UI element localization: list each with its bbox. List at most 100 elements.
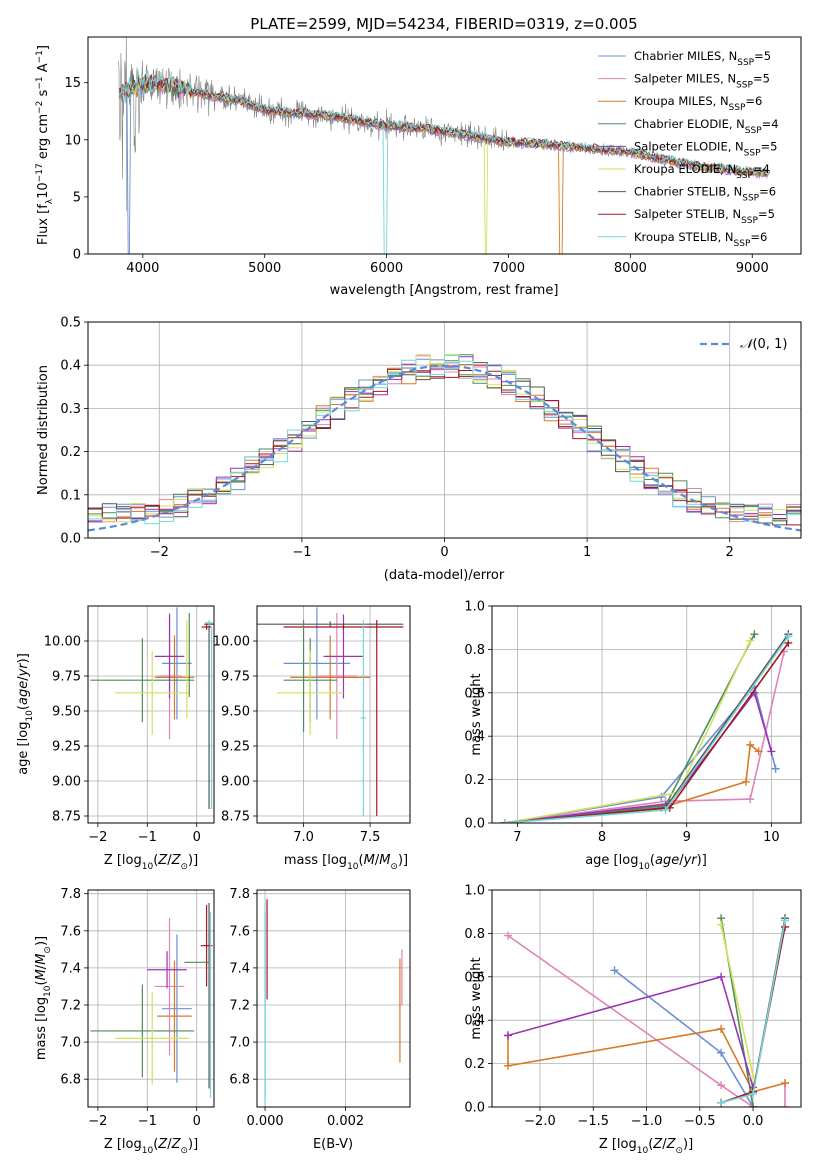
gridlines bbox=[257, 606, 410, 823]
error-bar-point bbox=[276, 650, 344, 735]
y-tick-label: 7.6 bbox=[229, 924, 250, 939]
y-tick-label: 9.25 bbox=[52, 740, 81, 755]
y-tick-label: 9.75 bbox=[52, 670, 81, 685]
panel-residuals: −2 −1 0 1 2 0.0 0.1 0.2 0.3 0.4 0.5 bbox=[60, 316, 802, 560]
weight-marker bbox=[767, 747, 776, 756]
x-tick-label: −1 bbox=[292, 545, 311, 560]
y-tick-label: 10 bbox=[64, 133, 81, 148]
z-mass-ylabel: mass [log10(M/M⊙)] bbox=[34, 936, 53, 1060]
weight-line bbox=[507, 975, 754, 1088]
y-tick-label: 7.8 bbox=[60, 887, 81, 902]
normal-curve bbox=[88, 364, 801, 532]
y-tick-label: 8.75 bbox=[221, 810, 250, 825]
panel-ebv-mass: 0.000 0.002 6.8 7.0 7.2 7.4 7.6 7.8 bbox=[229, 887, 411, 1129]
x-tick-label: 0.0 bbox=[743, 1114, 764, 1129]
y-tick-label: 7.8 bbox=[229, 887, 250, 902]
x-tick-label: −0.5 bbox=[684, 1114, 716, 1129]
weight-age-xlabel: age [log10(age/yr)] bbox=[585, 853, 707, 872]
residual-ylabel: Normed distribution bbox=[36, 365, 51, 495]
x-tick-label: −1 bbox=[138, 830, 157, 845]
y-tick-label: 0.2 bbox=[464, 1057, 485, 1072]
gridlines bbox=[88, 606, 214, 823]
plot-area bbox=[264, 899, 403, 1107]
residual-xlabel: (data-model)/error bbox=[384, 568, 505, 583]
weight-marker bbox=[754, 747, 763, 756]
weight-line bbox=[504, 684, 777, 823]
y-tick-label: 7.6 bbox=[60, 924, 81, 939]
ebv-xlabel: E(B-V) bbox=[313, 1137, 353, 1152]
weight-series bbox=[500, 632, 793, 823]
error-bar-point bbox=[290, 635, 371, 720]
weight-marker bbox=[661, 805, 670, 814]
x-tick-label: −2 bbox=[88, 1114, 107, 1129]
weight-marker bbox=[749, 1103, 758, 1107]
axes-frame bbox=[87, 321, 802, 539]
y-tick-label: 0.8 bbox=[464, 643, 485, 658]
y-tick-label: 0.2 bbox=[464, 773, 485, 788]
mass-age-xlabel: mass [log10(M/M⊙)] bbox=[284, 853, 408, 872]
y-tick-label: 0.0 bbox=[60, 532, 81, 547]
weight-z-xlabel: Z [log10(Z/Z⊙)] bbox=[599, 1137, 693, 1156]
error-bar-point bbox=[90, 638, 195, 723]
legend-label: Kroupa STELIB, NSSP=6 bbox=[634, 230, 767, 249]
y-tick-label: 7.2 bbox=[229, 998, 250, 1013]
error-bar-point bbox=[154, 614, 185, 699]
y-tick-label: 0.1 bbox=[60, 488, 81, 503]
weight-marker bbox=[717, 1081, 726, 1090]
plot-area bbox=[500, 630, 793, 823]
x-tick-label: −2.0 bbox=[524, 1114, 556, 1129]
error-bar-point bbox=[316, 613, 357, 739]
x-tick-label: 8000 bbox=[614, 261, 647, 276]
plot-area bbox=[257, 607, 404, 816]
x-tick-label: −2 bbox=[88, 830, 107, 845]
legend-label: Chabrier STELIB, NSSP=6 bbox=[634, 185, 776, 204]
axes-frame bbox=[491, 889, 802, 1108]
y-tick-label: 15 bbox=[64, 76, 81, 91]
x-tick-label: 5000 bbox=[248, 261, 281, 276]
weight-line bbox=[504, 640, 751, 823]
error-bar-point bbox=[115, 992, 190, 1085]
x-tick-label: −1 bbox=[138, 1114, 157, 1129]
weight-series bbox=[500, 740, 763, 823]
x-tick-label: 0.000 bbox=[246, 1114, 283, 1129]
y-tick-label: 0.3 bbox=[60, 402, 81, 417]
gridlines bbox=[257, 890, 410, 1107]
y-tick-label: 7.2 bbox=[60, 998, 81, 1013]
error-bar-point bbox=[283, 624, 404, 630]
weight-marker bbox=[750, 630, 759, 639]
panel-spectrum: 4000 5000 6000 7000 8000 9000 0 5 10 15 bbox=[64, 36, 802, 276]
weight-line bbox=[504, 633, 789, 823]
x-tick-label: 8 bbox=[598, 830, 606, 845]
error-bar-point bbox=[147, 951, 187, 989]
weight-marker bbox=[503, 1061, 512, 1070]
weight-marker bbox=[717, 1024, 726, 1033]
error-bar-point bbox=[360, 620, 367, 816]
y-tick-label: 7.0 bbox=[229, 1036, 250, 1051]
legend-label: 𝒩(0, 1) bbox=[740, 337, 787, 352]
y-tick-label: 7.0 bbox=[60, 1036, 81, 1051]
weight-marker bbox=[746, 636, 755, 645]
panel-z-mass: −2 −1 0 6.8 7.0 7.2 7.4 7.6 7.8 bbox=[60, 887, 215, 1129]
weight-marker bbox=[746, 795, 755, 804]
y-tick-label: 10.00 bbox=[213, 635, 250, 650]
weight-line bbox=[720, 924, 754, 1077]
x-tick-label: 7 bbox=[513, 830, 521, 845]
y-tick-label: 10.00 bbox=[44, 635, 81, 650]
legend-label: Salpeter MILES, NSSP=5 bbox=[634, 72, 770, 91]
error-bar-point bbox=[162, 934, 192, 1083]
weight-marker bbox=[746, 740, 755, 749]
gridlines bbox=[492, 605, 801, 824]
axes-frame bbox=[491, 605, 802, 824]
x-tick-label: 7000 bbox=[492, 261, 525, 276]
x-tick-label: 0 bbox=[193, 830, 201, 845]
weight-marker bbox=[781, 916, 790, 925]
y-tick-label: 1.0 bbox=[464, 600, 485, 615]
spectrum-title: PLATE=2599, MJD=54234, FIBERID=0319, z=0… bbox=[250, 15, 637, 33]
weight-marker bbox=[717, 1098, 726, 1107]
z-age-xlabel: Z [log10(Z/Z⊙)] bbox=[104, 853, 198, 872]
weight-marker bbox=[781, 1103, 790, 1107]
error-bar-point bbox=[154, 635, 195, 720]
y-tick-label: 8.75 bbox=[52, 810, 81, 825]
panel-weight-age: 7 8 9 10 0.0 0.2 0.4 0.6 0.8 1.0 bbox=[464, 600, 802, 845]
